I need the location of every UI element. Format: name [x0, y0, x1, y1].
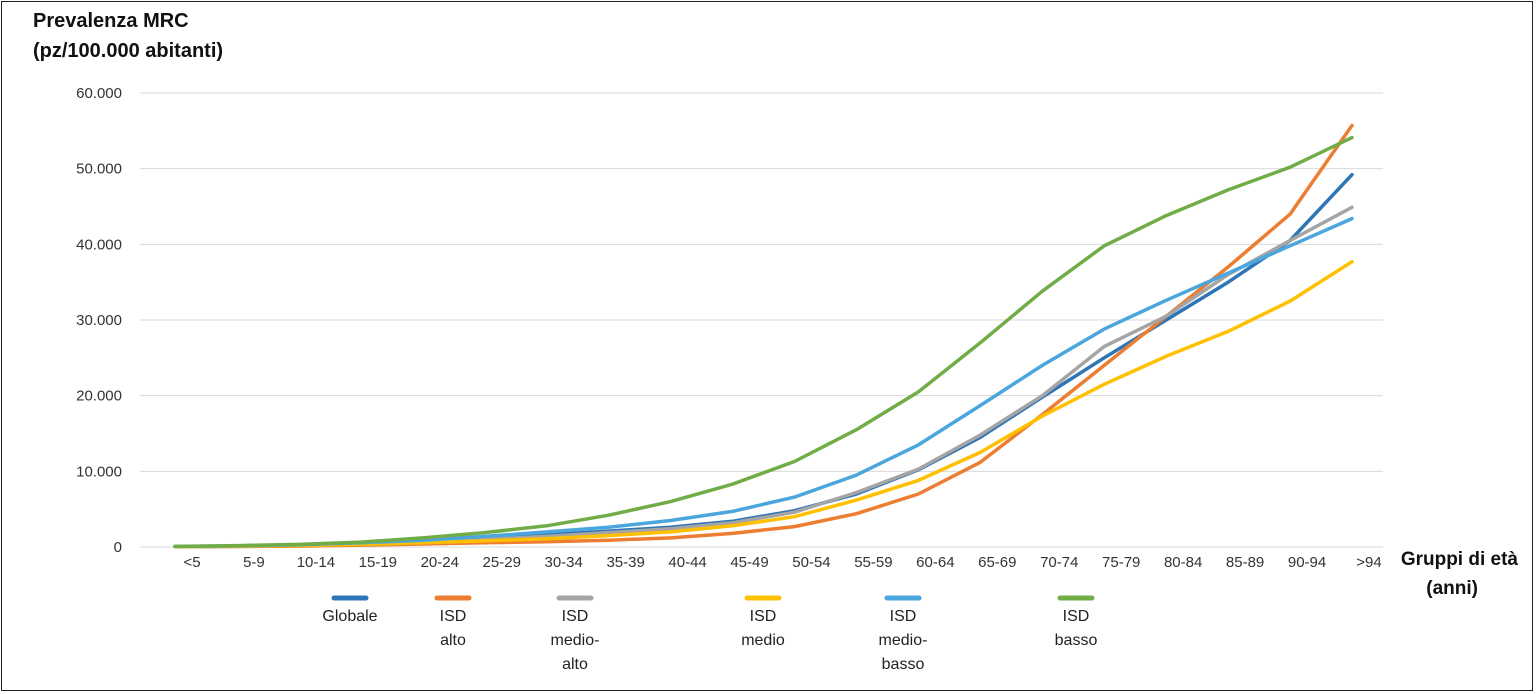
x-tick-label: 40-44: [668, 554, 706, 571]
y-tick-label: 30.000: [76, 312, 122, 329]
x-tick-label: 10-14: [297, 554, 335, 571]
series-lines: [173, 123, 1354, 549]
legend-label-isd-alto: alto: [440, 632, 466, 649]
legend-label-isd-medio-basso: basso: [882, 656, 925, 673]
y-axis-title-line-1: Prevalenza MRC: [33, 10, 189, 32]
series-line-globale: [173, 172, 1354, 549]
legend-label-isd-basso: ISD: [1063, 608, 1090, 625]
x-tick-label: 45-49: [730, 554, 768, 571]
y-tick-label: 0: [114, 539, 122, 556]
legend-label-isd-medio: medio: [741, 632, 785, 649]
y-axis-ticks: 0 10.000 20.000 30.000 40.000 50.000 60.000: [76, 85, 122, 556]
x-tick-label: 5-9: [243, 554, 265, 571]
x-tick-label: 80-84: [1164, 554, 1202, 571]
x-axis-title-line-1: Gruppi di età: [1400, 549, 1518, 570]
x-tick-label: 35-39: [606, 554, 644, 571]
x-tick-label: <5: [183, 554, 200, 571]
legend-label-isd-basso: basso: [1055, 632, 1098, 649]
x-tick-label: 50-54: [792, 554, 830, 571]
legend-label-isd-medio: ISD: [750, 608, 777, 625]
x-tick-label: 25-29: [483, 554, 521, 571]
x-tick-label: 75-79: [1102, 554, 1140, 571]
y-tick-label: 40.000: [76, 236, 122, 253]
legend-label-isd-medio-alto: medio-: [551, 632, 600, 649]
series-line-isd-medio-alto: [173, 205, 1354, 549]
y-tick-label: 60.000: [76, 85, 122, 102]
x-tick-label: 30-34: [544, 554, 582, 571]
legend-label-isd-medio-basso: medio-: [879, 632, 928, 649]
x-axis-ticks: <5 5-9 10-14 15-19 20-24 25-29 30-34 35-39 40-44…: [183, 554, 1381, 571]
x-tick-label: 70-74: [1040, 554, 1078, 571]
series-line-isd-alto: [173, 123, 1354, 549]
x-axis-title-line-2: (anni): [1426, 578, 1478, 599]
series-line-isd-medio-basso: [173, 216, 1354, 549]
legend-label-isd-medio-basso: ISD: [890, 608, 917, 625]
y-tick-label: 10.000: [76, 463, 122, 480]
y-axis-title-line-2: (pz/100.000 abitanti): [33, 40, 224, 62]
x-tick-label: 60-64: [916, 554, 954, 571]
x-tick-label: 85-89: [1226, 554, 1264, 571]
y-tick-label: 50.000: [76, 161, 122, 178]
y-tick-label: 20.000: [76, 388, 122, 405]
x-tick-label: 65-69: [978, 554, 1016, 571]
series-line-isd-medio: [173, 259, 1354, 549]
legend-label-globale: Globale: [322, 608, 377, 625]
x-tick-label: 20-24: [421, 554, 459, 571]
gridlines: [140, 92, 1383, 548]
legend-label-isd-alto: ISD: [440, 608, 467, 625]
x-tick-label: 55-59: [854, 554, 892, 571]
legend: Globale ISD alto ISD medio-alto ISD medio ISD me…: [322, 595, 1098, 673]
legend-label-isd-medio-alto: alto: [562, 656, 588, 673]
legend-label-isd-medio-alto: ISD: [562, 608, 589, 625]
x-tick-label: 90-94: [1288, 554, 1326, 571]
series-line-isd-basso: [173, 135, 1354, 549]
x-tick-label: 15-19: [359, 554, 397, 571]
x-tick-label: >94: [1356, 554, 1381, 571]
